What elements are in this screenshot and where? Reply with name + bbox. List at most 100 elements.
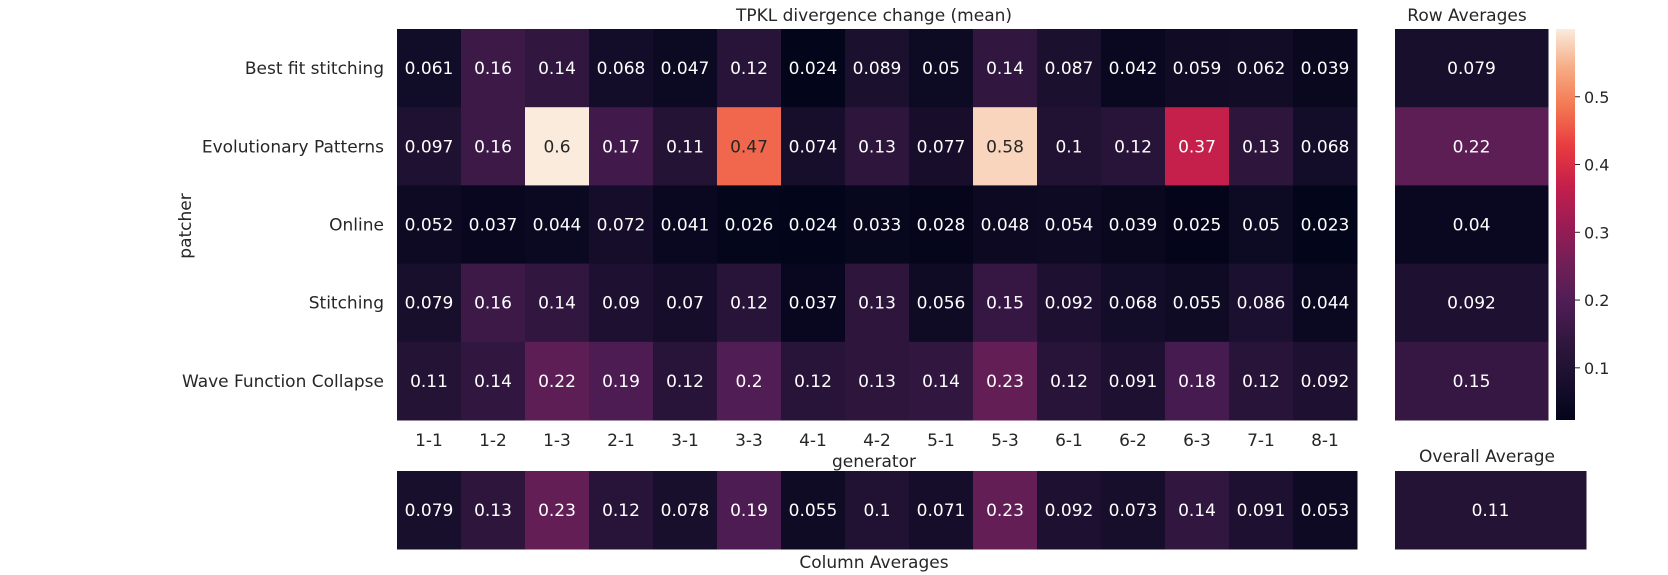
heatmap-cell-label: 0.068 [1301, 137, 1350, 157]
heatmap-cell [781, 185, 846, 265]
heatmap-cell [1229, 185, 1294, 265]
heatmap-cell-label: 0.044 [533, 216, 582, 236]
column-average-cell-label: 0.23 [986, 501, 1024, 521]
row-average-cell [1395, 29, 1549, 108]
column-tick-label: 4-1 [799, 431, 827, 451]
heatmap-cell-label: 0.12 [1050, 372, 1088, 392]
x-axis-label: generator [832, 452, 916, 472]
heatmap-cell [589, 341, 654, 421]
heatmap-cell-label: 0.062 [1237, 59, 1286, 79]
heatmap-cell-label: 0.16 [474, 137, 512, 157]
heatmap-cell [1293, 263, 1358, 343]
column-average-cell [1037, 471, 1102, 550]
chart-title: TPKL divergence change (mean) [735, 6, 1012, 26]
heatmap-cell [717, 107, 782, 186]
column-average-cell-label: 0.079 [405, 501, 454, 521]
column-tick-label: 1-1 [415, 431, 443, 451]
column-average-cell [909, 471, 974, 550]
heatmap-cell [845, 341, 910, 421]
column-tick-label: 3-1 [671, 431, 699, 451]
colorbar: 0.1 0.2 0.3 0.4 0.5 [1556, 29, 1609, 420]
heatmap-cell [973, 185, 1038, 265]
heatmap-cell-label: 0.068 [597, 59, 646, 79]
column-tick-label: 6-1 [1055, 431, 1083, 451]
colorbar-tick-label: 0.5 [1584, 88, 1609, 107]
heatmap-cell-label: 0.074 [789, 137, 838, 157]
column-tick-label: 3-3 [735, 431, 763, 451]
column-average-cell [1101, 471, 1166, 550]
main-heatmap: 0.061 0.16 0.14 0.068 0.047 0.12 0.024 0.089 0.0… [397, 29, 1358, 421]
column-average-cell-label: 0.053 [1301, 501, 1350, 521]
column-average-cell-label: 0.071 [917, 501, 966, 521]
column-tick-label: 6-3 [1183, 431, 1211, 451]
heatmap-cell [525, 185, 590, 265]
column-average-cell-label: 0.23 [538, 501, 576, 521]
heatmap-cell [781, 341, 846, 421]
column-average-cell-label: 0.092 [1045, 501, 1094, 521]
heatmap-cell [909, 263, 974, 343]
heatmap-cell-label: 0.14 [986, 59, 1024, 79]
heatmap-cell-label: 0.089 [853, 59, 902, 79]
heatmap-cell-label: 0.037 [789, 294, 838, 314]
column-average-cell [781, 471, 846, 550]
heatmap-cell-label: 0.072 [597, 216, 646, 236]
heatmap-cell [845, 185, 910, 265]
heatmap-cell [1293, 185, 1358, 265]
heatmap-cell [1293, 107, 1358, 186]
heatmap-cell [525, 29, 590, 108]
heatmap-cell-label: 0.19 [602, 372, 640, 392]
row-tick-labels: Best fit stitching Evolutionary Patterns O… [182, 59, 384, 392]
heatmap-cell [1229, 341, 1294, 421]
heatmap-cell-label: 0.086 [1237, 294, 1286, 314]
heatmap-cell-label: 0.16 [474, 59, 512, 79]
column-tick-label: 2-1 [607, 431, 635, 451]
heatmap-cell-label: 0.12 [1114, 137, 1152, 157]
heatmap-cell-label: 0.042 [1109, 59, 1158, 79]
heatmap-cell-label: 0.061 [405, 59, 454, 79]
heatmap-cell [653, 263, 718, 343]
heatmap-cell [397, 185, 462, 265]
heatmap-cell [1037, 341, 1102, 421]
heatmap-cell-label: 0.05 [922, 59, 960, 79]
column-tick-label: 8-1 [1311, 431, 1339, 451]
heatmap-cell-label: 0.07 [666, 294, 704, 314]
heatmap-cell [397, 107, 462, 186]
column-average-cell [653, 471, 718, 550]
column-averages-heatmap: 0.079 0.13 0.23 0.12 0.078 0.19 0.055 0.1 0.071 0… [397, 471, 1358, 550]
overall-average-heatmap: 0.11 [1395, 471, 1587, 550]
heatmap-cell-label: 0.1 [1055, 137, 1082, 157]
heatmap-cell [397, 29, 462, 108]
column-tick-label: 5-1 [927, 431, 955, 451]
heatmap-cell-label: 0.13 [858, 372, 896, 392]
heatmap-cell-label: 0.12 [666, 372, 704, 392]
heatmap-cell-label: 0.13 [858, 294, 896, 314]
heatmap-cell [525, 263, 590, 343]
row-tick-label: Evolutionary Patterns [202, 137, 384, 157]
column-tick-label: 1-3 [543, 431, 571, 451]
column-average-cell [461, 471, 526, 550]
row-tick-label: Stitching [309, 294, 384, 314]
column-average-cell-label: 0.13 [474, 501, 512, 521]
row-average-cell [1395, 263, 1549, 343]
heatmap-cell [653, 341, 718, 421]
heatmap-cell-label: 0.041 [661, 216, 710, 236]
heatmap-cell [461, 341, 526, 421]
heatmap-cell-label: 0.052 [405, 216, 454, 236]
heatmap-cell-label: 0.091 [1109, 372, 1158, 392]
column-average-cell [845, 471, 910, 550]
column-average-cell [1293, 471, 1358, 550]
column-average-cell [717, 471, 782, 550]
heatmap-cell [653, 107, 718, 186]
heatmap-cell-label: 0.044 [1301, 294, 1350, 314]
heatmap-cell [717, 29, 782, 108]
heatmap-cell [1165, 341, 1230, 421]
heatmap-cell-label: 0.05 [1242, 216, 1280, 236]
heatmap-cell [909, 107, 974, 186]
heatmap-cell [717, 263, 782, 343]
column-average-cell-label: 0.14 [1178, 501, 1216, 521]
heatmap-cell [1229, 107, 1294, 186]
heatmap-cell-label: 0.024 [789, 59, 838, 79]
heatmap-cell [1037, 185, 1102, 265]
heatmap-cell-label: 0.47 [730, 137, 768, 157]
heatmap-cell [1229, 29, 1294, 108]
